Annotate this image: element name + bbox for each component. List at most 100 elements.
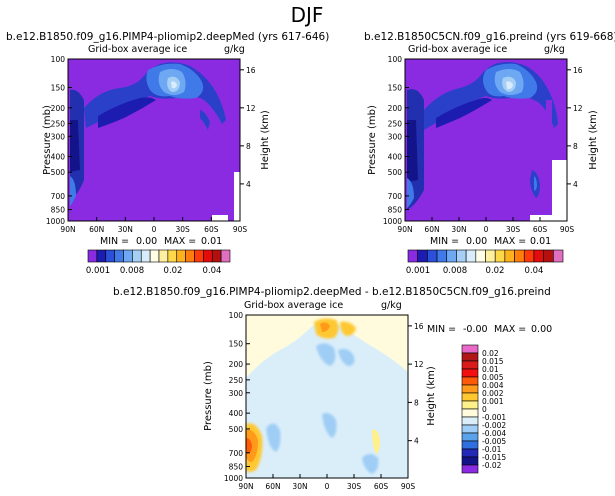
min-value: 0.00 [136,236,157,247]
colorbar [407,249,564,263]
colorbar-swatch [211,249,222,263]
axes: 90N 60N 30N 0 30S 60S 90S 100 150 200 250 300 400 500… [224,311,424,491]
units-label: g/kg [544,44,565,55]
colorbar-swatch [140,249,151,263]
colorbar-label: 0.04 [203,266,222,276]
units-label: g/kg [224,44,245,55]
colorbar-swatch [446,249,457,263]
season-title: DJF [291,3,324,27]
colorbar-swatch [176,249,186,263]
panel-title: b.e12.B1850C5CN.f09_g16.preind (yrs 619-… [364,31,615,43]
ice-contours [407,62,567,221]
panel-deepmed: b.e12.B1850.f09_g16.PIMP4-pliomip2.deepM… [6,31,329,276]
x-tick-label: 30N [118,225,133,234]
colorbar-swatch [220,249,231,263]
min-value: 0.00 [466,236,487,247]
max-label: MAX = [494,236,526,247]
colorbar-label: 0.02 [486,266,505,276]
colorbar-label: 0.01 [482,365,499,374]
colorbar-swatch [543,249,554,263]
x-tick-label: 60N [424,225,439,234]
colorbar-swatch [461,376,479,386]
colorbar-swatch [105,249,115,263]
panel-title: b.e12.B1850.f09_g16.PIMP4-pliomip2.deepM… [113,286,551,298]
colorbar-swatch [456,249,467,263]
y-tick-label: 150 [229,340,244,349]
x-tick-label: 30N [292,482,307,491]
x-tick-label: 90S [401,482,416,491]
colorbar-swatch [494,249,506,263]
colorbar-labels: 0.001 0.008 0.02 0.04 [86,266,222,276]
colorbar-label: 0.001 [406,266,430,276]
axes: 90N 60N 30N 0 30S 60S 90S 100 150 200 250 300 400 500… [383,55,583,234]
colorbar-label: 0.004 [482,381,504,390]
min-label: MIN = [430,236,459,247]
colorbar-swatch [553,249,564,263]
x-tick-label: 30S [506,225,521,234]
y-tick-label: 200 [388,104,403,113]
y-tick-label: 400 [388,153,403,162]
x-tick-label: 60N [265,482,280,491]
min-max-readout: MIN = -0.00 MAX = 0.00 [427,324,552,335]
colorbar-label: -0.02 [482,461,502,470]
colorbar-swatch [123,249,133,263]
y-tick-label: 850 [229,462,244,471]
panel-subtitle: Grid-box average ice [244,300,343,311]
colorbar-swatch [461,368,479,378]
max-value: 0.00 [531,324,552,335]
height-tick-label: 16 [246,66,256,75]
colorbar-swatch [461,448,479,458]
height-tick-label: 8 [573,142,578,151]
x-tick-label: 90N [397,225,412,234]
plot-area [67,58,241,222]
colorbar-swatch [427,249,438,263]
y-axis-label: Pressure (mb) [42,105,53,175]
colorbar-swatch [417,249,428,263]
colorbar-swatch [514,249,525,263]
colorbar-label: 0 [482,405,487,414]
height-tick-label: 12 [414,360,424,369]
min-label: MIN = [100,236,129,247]
colorbar-label: 0.008 [120,266,144,276]
colorbar-swatch [461,464,479,474]
y-tick-label: 500 [51,168,66,177]
colorbar-swatch [485,249,496,263]
colorbar-swatch [461,344,479,354]
min-label: MIN = [427,324,456,335]
x-tick-label: 60S [204,225,219,234]
colorbar-label: 0.005 [482,373,504,382]
right-axis-label: Height (km) [588,110,599,170]
height-tick-label: 8 [246,142,251,151]
plot-area [404,58,568,222]
colorbar-swatch [461,400,479,410]
colorbar-swatch [194,249,204,263]
colorbar-label: 0.001 [86,266,110,276]
colorbar-swatch [523,249,535,263]
colorbar-label: 0.008 [443,266,467,276]
max-value: 0.01 [530,236,551,247]
colorbar-swatch [461,456,479,466]
colorbar-swatch [132,249,142,263]
y-tick-label: 1000 [224,474,243,483]
colorbar-swatch [114,249,124,263]
colorbar-label: 0.001 [482,397,504,406]
y-axis-label: Pressure (mb) [203,361,214,431]
height-tick-label: 16 [414,322,424,331]
height-tick-label: 4 [246,180,251,189]
right-axis-label: Height (km) [260,110,271,170]
colorbar-swatch [167,249,178,263]
y-tick-label: 150 [388,84,403,93]
colorbar-label: -0.004 [482,429,506,438]
colorbar-label: 0.02 [482,349,499,358]
x-tick-label: 90N [238,482,253,491]
y-tick-label: 300 [229,389,244,398]
colorbar-label: -0.015 [482,453,506,462]
x-tick-label: 60S [533,225,548,234]
x-tick-label: 30N [451,225,466,234]
colorbar-label: -0.01 [482,445,502,454]
y-tick-label: 250 [388,119,403,128]
y-tick-label: 1000 [383,217,402,226]
y-tick-label: 500 [229,425,244,434]
x-tick-label: 0 [484,225,489,234]
